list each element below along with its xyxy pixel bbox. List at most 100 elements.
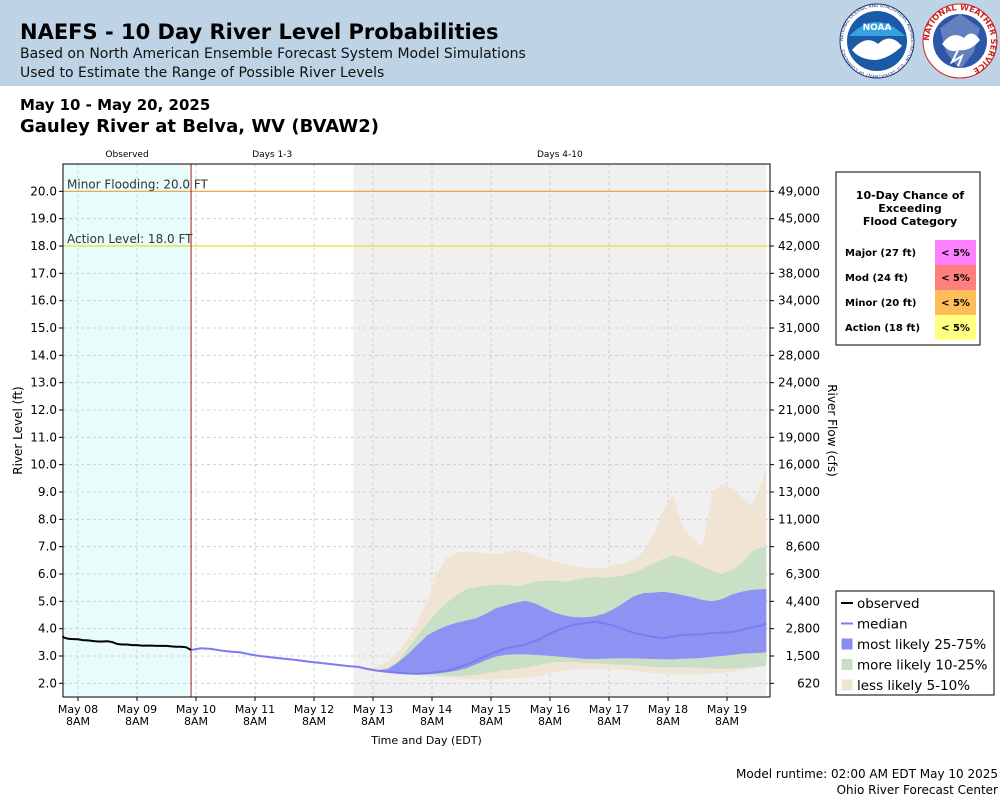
x-tick-day-4: May 12	[294, 703, 334, 716]
table-row-label-0: Major (27 ft)	[845, 248, 916, 259]
y2-tick-label-5: 8,600	[786, 540, 820, 554]
y-tick-label-10: 12.0	[30, 403, 57, 417]
y-tick-label-8: 10.0	[30, 458, 57, 472]
legend-label-2: most likely 25-75%	[857, 637, 986, 653]
y2-tick-label-12: 28,000	[778, 348, 820, 362]
y-tick-label-1: 3.0	[38, 649, 57, 663]
legend-label-4: less likely 5-10%	[857, 678, 970, 694]
y-tick-label-6: 8.0	[38, 512, 57, 526]
model-runtime: Model runtime: 02:00 AM EDT May 10 2025	[736, 767, 998, 781]
y-tick-label-5: 7.0	[38, 540, 57, 554]
y-tick-label-16: 18.0	[30, 239, 57, 253]
x-tick-time-0: 8AM	[66, 715, 90, 728]
region-label-0: Observed	[105, 150, 148, 160]
y2-tick-label-7: 13,000	[778, 485, 820, 499]
legend-box	[835, 590, 995, 696]
x-tick-time-4: 8AM	[302, 715, 326, 728]
observed-line	[62, 635, 192, 651]
y2-tick-label-6: 11,000	[778, 512, 820, 526]
y2-tick-label-17: 45,000	[778, 212, 820, 226]
x-tick-time-7: 8AM	[479, 715, 503, 728]
y2-tick-label-9: 19,000	[778, 430, 820, 444]
y-tick-label-3: 5.0	[38, 594, 57, 608]
x-tick-time-2: 8AM	[184, 715, 208, 728]
y2-tick-label-2: 2,800	[786, 622, 820, 636]
x-tick-day-1: May 09	[117, 703, 157, 716]
x-tick-time-8: 8AM	[538, 715, 562, 728]
x-tick-day-7: May 15	[471, 703, 511, 716]
legend-swatch-4	[841, 679, 853, 691]
y2-tick-label-11: 24,000	[778, 376, 820, 390]
threshold-lines: Minor Flooding: 20.0 FT Action Level: 18.…	[63, 164, 770, 697]
table-title-1: 10-Day Chance of	[856, 189, 965, 202]
y-tick-label-9: 11.0	[30, 430, 57, 444]
legend-label-1: median	[857, 617, 908, 633]
table-row-label-2: Minor (20 ft)	[845, 298, 916, 309]
y-tick-label-17: 19.0	[30, 212, 57, 226]
y-axis-label: River Level (ft)	[11, 386, 25, 474]
table-cell-2	[935, 290, 976, 315]
y-tick-label-2: 4.0	[38, 622, 57, 636]
threshold-label-1: Action Level: 18.0 FT	[67, 232, 193, 246]
x-tick-day-9: May 17	[589, 703, 629, 716]
y-tick-label-0: 2.0	[38, 676, 57, 690]
y2-tick-label-10: 21,000	[778, 403, 820, 417]
y2-tick-label-0: 620	[797, 676, 820, 690]
table-title-2: Exceeding	[878, 202, 941, 215]
table-cell-3	[935, 315, 976, 340]
y2-tick-label-14: 34,000	[778, 294, 820, 308]
y2-tick-label-18: 49,000	[778, 184, 820, 198]
x-tick-day-10: May 18	[648, 703, 688, 716]
region-label-2: Days 4-10	[537, 150, 583, 160]
region-0	[63, 164, 192, 697]
region-label-1: Days 1-3	[252, 150, 292, 160]
x-tick-time-6: 8AM	[420, 715, 444, 728]
series-lines	[62, 620, 767, 675]
table-row-value-0: < 5%	[941, 248, 970, 259]
x-tick-day-8: May 16	[530, 703, 570, 716]
table-row-value-1: < 5%	[941, 273, 970, 284]
y-tick-label-12: 14.0	[30, 348, 57, 362]
table-cell-1	[935, 265, 976, 290]
nws-logo: NATIONAL WEATHER SERVICE	[922, 3, 998, 79]
x-tick-day-0: May 08	[58, 703, 98, 716]
legend-label-3: more likely 10-25%	[857, 658, 988, 674]
table-title-3: Flood Category	[863, 215, 957, 228]
page-subtitle-2: Used to Estimate the Range of Possible R…	[20, 65, 385, 81]
x-tick-time-5: 8AM	[361, 715, 385, 728]
x-tick-time-3: 8AM	[243, 715, 267, 728]
y2-tick-label-4: 6,300	[786, 567, 820, 581]
noaa-logo-text: NOAA	[863, 23, 892, 33]
y2-tick-label-15: 38,000	[778, 266, 820, 280]
plot-frame	[62, 163, 771, 698]
probability-bands	[191, 467, 767, 680]
x-tick-day-2: May 10	[176, 703, 216, 716]
x-tick-time-1: 8AM	[125, 715, 149, 728]
y-tick-label-7: 9.0	[38, 485, 57, 499]
y2-tick-label-1: 1,500	[786, 649, 820, 663]
table-row-value-2: < 5%	[941, 298, 970, 309]
legend-label-0: observed	[857, 596, 920, 612]
legend: observed median most likely 25-75% more lik…	[835, 590, 995, 696]
x-tick-day-5: May 13	[353, 703, 393, 716]
table-row-label-3: Action (18 ft)	[845, 323, 920, 334]
x-tick-time-10: 8AM	[656, 715, 680, 728]
x-tick-time-11: 8AM	[715, 715, 739, 728]
threshold-label-0: Minor Flooding: 20.0 FT	[67, 177, 209, 191]
forecast-center: Ohio River Forecast Center	[836, 783, 998, 797]
y-tick-label-11: 13.0	[30, 376, 57, 390]
x-tick-day-3: May 11	[235, 703, 275, 716]
table-cell-0	[935, 240, 976, 265]
y2-axis-label: River Flow (cfs)	[825, 384, 839, 477]
noaa-logo: NOAA NATIONAL OCEANIC AND ATMOSPHERIC AD…	[839, 3, 915, 79]
y-tick-label-13: 15.0	[30, 321, 57, 335]
band-2	[191, 589, 767, 674]
legend-swatch-2	[841, 638, 853, 650]
y2-tick-label-13: 31,000	[778, 321, 820, 335]
median-line	[190, 620, 767, 675]
page-title: NAEFS - 10 Day River Level Probabilities	[20, 20, 499, 44]
axes: 2.0 3.0 4.0 5.0 6.0 7.0 8.0 9.0 10.0 11.0 12.0 13.0…	[11, 163, 839, 747]
station-name: Gauley River at Belva, WV (BVAW2)	[20, 116, 380, 137]
